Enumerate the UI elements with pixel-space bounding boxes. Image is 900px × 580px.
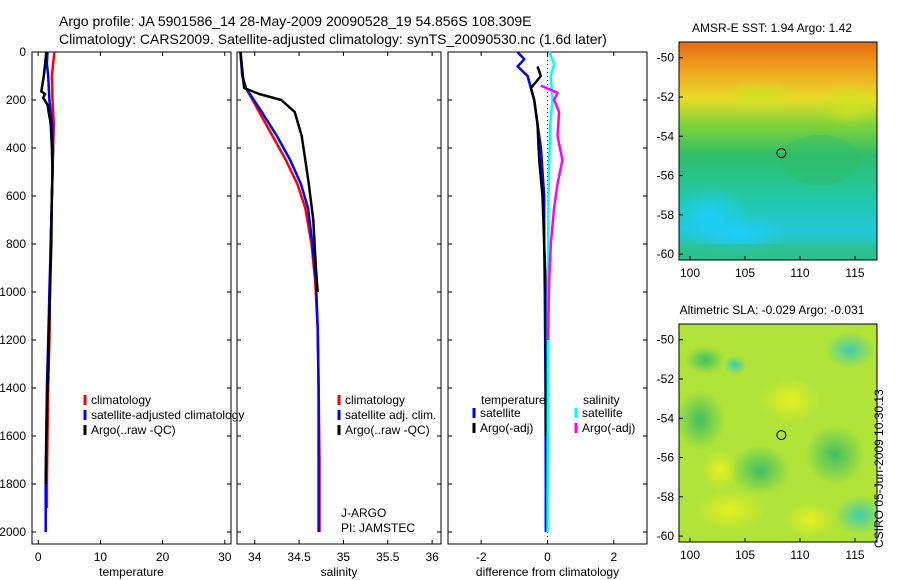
temp-xtick-label: 30 (218, 550, 232, 564)
sla-ytick-label: -60 (657, 529, 675, 543)
sal-xtick-label: 35.5 (376, 550, 400, 564)
diff-xtick-label: 2 (610, 550, 617, 564)
temp-ytick-label: 1800 (0, 477, 26, 491)
sst-heatmap-image (679, 42, 877, 260)
sal-legend-item-label: climatology (345, 393, 405, 407)
sla-map-frame (678, 323, 878, 543)
sla-ytick-label: -54 (657, 411, 675, 425)
temp-ytick-label: 0 (19, 45, 26, 59)
temp-ytick-label: 800 (6, 237, 26, 251)
sal-series-climatology (239, 51, 321, 532)
sal-xlabel: salinity (321, 565, 358, 579)
sla-map-title: Altimetric SLA: -0.029 Argo: -0.031 (680, 303, 865, 317)
sst-ytick-label: -54 (657, 129, 675, 143)
diff-legend-title-salinity: salinity (583, 393, 620, 407)
temp-legend-item-label: Argo(..raw -QC) (91, 423, 176, 437)
diff-legend-item-label: Argo(-adj) (582, 421, 635, 435)
temp-ytick-label: 400 (6, 141, 26, 155)
temp-ytick-label: 2000 (0, 525, 26, 539)
timestamp-stamp: CSIRO 05-Jun-2009 10:30:13 (872, 389, 886, 548)
sst-argo-marker (776, 148, 787, 159)
sal-legend-item-label: satellite adj. clim. (345, 408, 436, 422)
sla-xtick-label: 110 (790, 548, 809, 562)
temp-axes-frame (31, 51, 232, 545)
sla-xtick-label: 115 (845, 548, 864, 562)
temp-legend-item-label: satellite-adjusted climatology (91, 408, 244, 422)
sst-ytick-label: -52 (657, 90, 675, 104)
sst-map-title: AMSR-E SST: 1.94 Argo: 1.42 (692, 21, 852, 35)
temp-ytick-label: 1400 (0, 381, 26, 395)
sal-series-satellite-adj-clim- (239, 51, 320, 532)
sal-annotation: PI: JAMSTEC (341, 521, 415, 535)
diff-legend-item-label: Argo(-adj) (480, 421, 533, 435)
sal-xtick-label: 35 (337, 550, 351, 564)
temp-ytick-label: 1600 (0, 429, 26, 443)
sal-xtick-label: 36 (425, 550, 439, 564)
temp-ytick-label: 200 (6, 93, 26, 107)
temp-ytick-label: 1000 (0, 285, 26, 299)
sal-series-argo-raw-qc- (239, 51, 319, 293)
temp-xlabel: temperature (99, 565, 164, 579)
diff-series-temperature-argo-adj- (529, 65, 548, 436)
temp-xtick-label: 0 (35, 550, 42, 564)
temp-xtick-label: 20 (156, 550, 170, 564)
temp-xtick-label: 10 (94, 550, 108, 564)
sla-ytick-label: -56 (657, 451, 675, 465)
sal-legend-item-label: Argo(..raw -QC) (345, 423, 430, 437)
figure-title-line2: Climatology: CARS2009. Satellite-adjuste… (59, 31, 607, 47)
diff-legend-item-label: satellite (480, 406, 521, 420)
sal-annotation: J-ARGO (341, 506, 386, 520)
sla-xtick-label: 100 (680, 548, 700, 562)
sst-xtick-label: 100 (680, 266, 700, 280)
sst-ytick-label: -56 (657, 169, 675, 183)
sst-ytick-label: -58 (657, 208, 675, 222)
temp-series-argo-raw-qc- (40, 51, 54, 485)
sal-xtick-label: 34 (248, 550, 262, 564)
diff-legend-item-label: satellite (582, 406, 623, 420)
diff-xlabel: difference from climatology (476, 565, 619, 579)
sla-xtick-label: 105 (735, 548, 755, 562)
sst-ytick-label: -60 (657, 247, 675, 261)
sst-xtick-label: 110 (790, 266, 809, 280)
sla-ytick-label: -58 (657, 490, 675, 504)
figure-title-line1: Argo profile: JA 5901586_14 28-May-2009 … (59, 13, 532, 29)
sal-xtick-label: 34.5 (287, 550, 311, 564)
temp-ytick-label: 1200 (0, 333, 26, 347)
sla-ytick-label: -52 (657, 372, 675, 386)
sal-axes-frame (236, 51, 442, 545)
temp-legend-item-label: climatology (91, 393, 151, 407)
sst-map-frame (678, 41, 878, 261)
temp-ytick-label: 600 (6, 189, 26, 203)
sst-xtick-label: 115 (845, 266, 864, 280)
diff-series-salinity-argo-adj- (540, 84, 564, 341)
sla-heatmap-image (679, 324, 877, 542)
diff-xtick-label: 0 (544, 550, 551, 564)
diff-xtick-label: -2 (476, 550, 487, 564)
sst-xtick-label: 105 (735, 266, 755, 280)
diff-series-temperature-satellite (516, 51, 548, 532)
diff-legend-title-temperature: temperature (481, 393, 546, 407)
sla-argo-marker (776, 430, 787, 441)
sla-ytick-label: -50 (657, 333, 675, 347)
sst-ytick-label: -50 (657, 51, 675, 65)
